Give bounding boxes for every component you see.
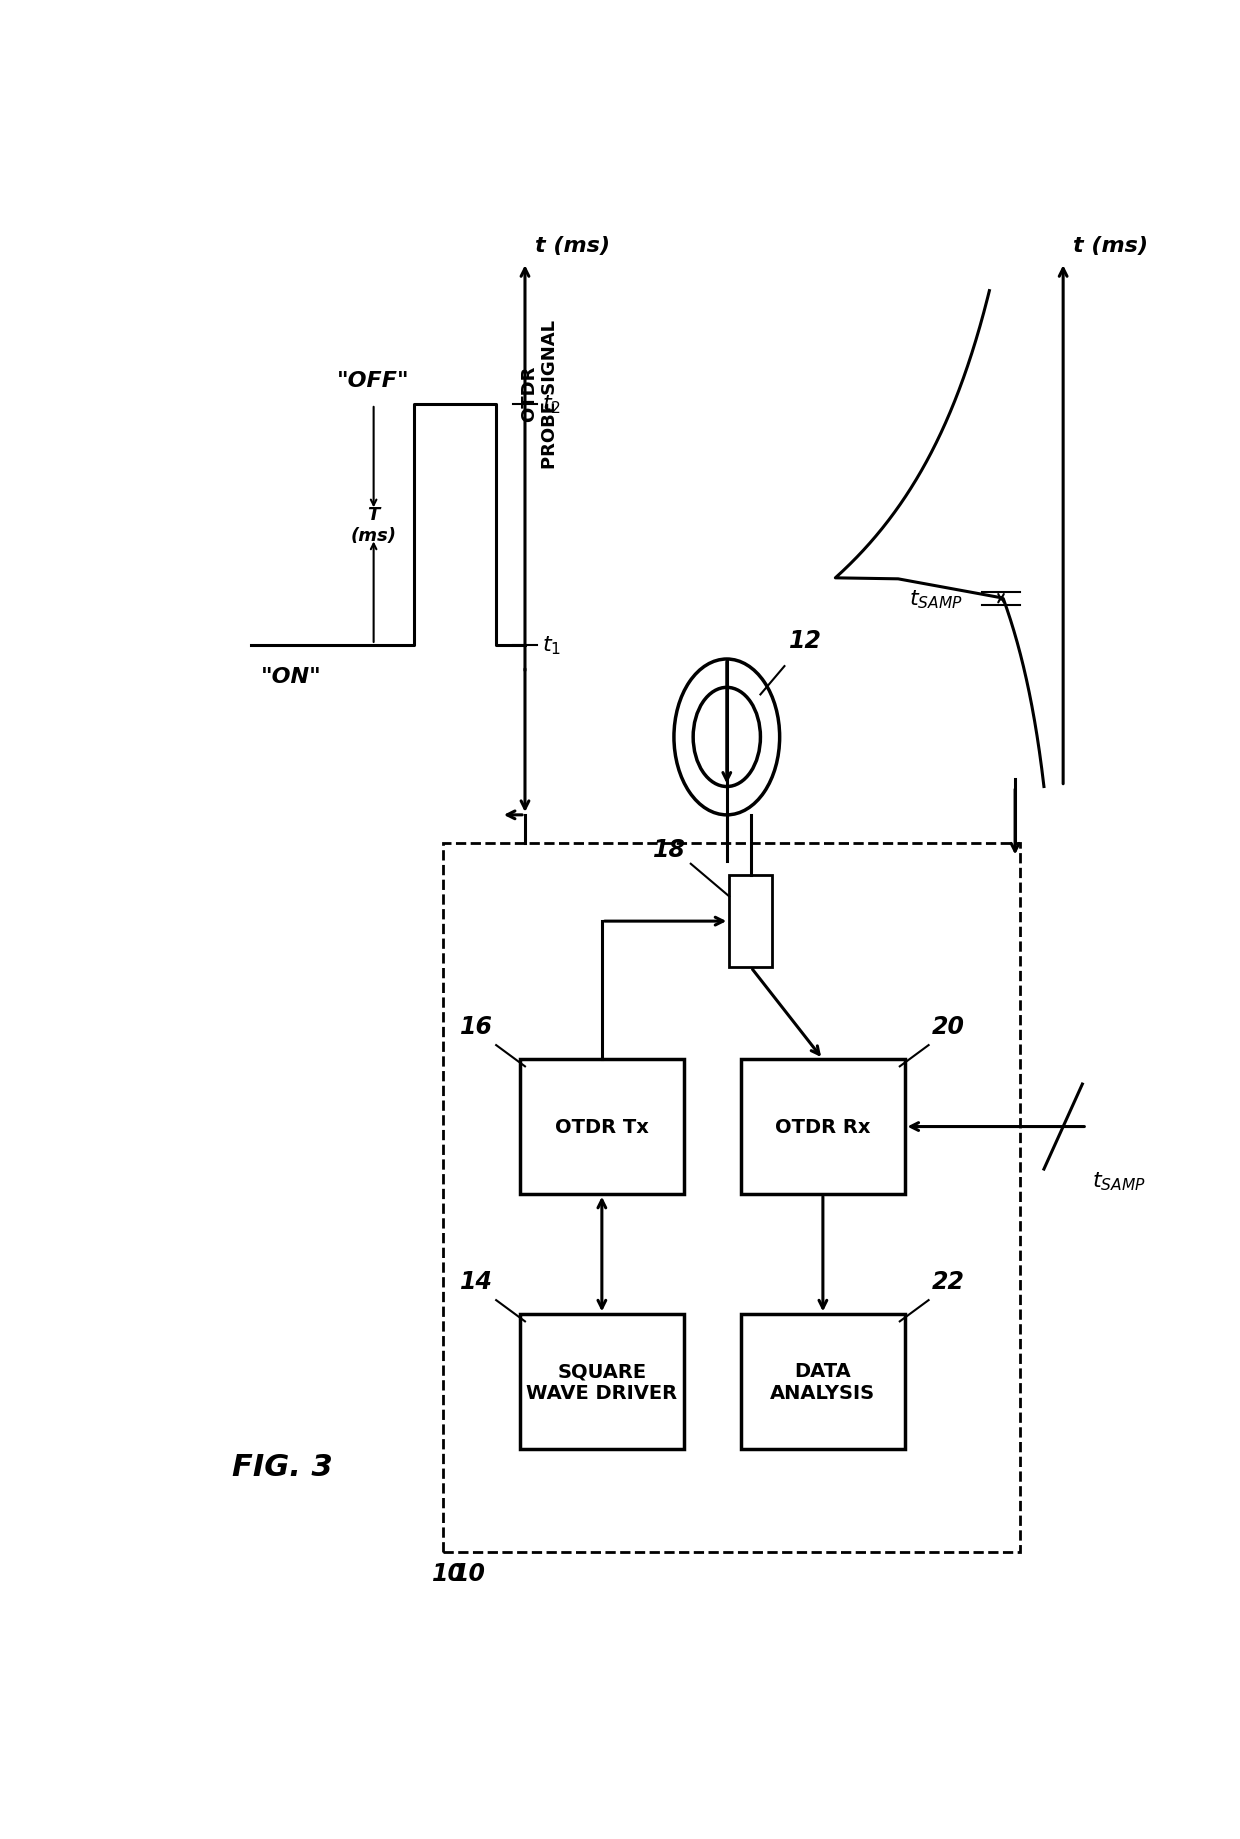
Text: $t_1$: $t_1$ [542,634,562,657]
Text: 22: 22 [931,1269,965,1293]
Text: 14: 14 [460,1269,494,1293]
Text: 18: 18 [653,837,686,861]
Text: OTDR Tx: OTDR Tx [556,1118,649,1137]
Text: 10: 10 [432,1561,465,1585]
FancyBboxPatch shape [521,1315,683,1449]
Text: "ON": "ON" [260,668,321,686]
Text: FIG. 3: FIG. 3 [232,1453,332,1480]
Text: "OFF": "OFF" [337,371,409,390]
FancyBboxPatch shape [729,875,773,967]
Text: 16: 16 [460,1015,494,1039]
Text: $t_{SAMP}$: $t_{SAMP}$ [1092,1170,1146,1192]
FancyBboxPatch shape [742,1059,905,1194]
Text: t (ms): t (ms) [534,235,610,256]
Text: 20: 20 [931,1015,965,1039]
Text: OTDR
PROBE SIGNAL: OTDR PROBE SIGNAL [520,320,559,469]
Text: 10: 10 [453,1554,486,1585]
Text: DATA
ANALYSIS: DATA ANALYSIS [770,1361,875,1403]
Text: $t_{SAMP}$: $t_{SAMP}$ [909,588,962,611]
FancyBboxPatch shape [521,1059,683,1194]
Text: OTDR Rx: OTDR Rx [775,1118,870,1137]
Text: t (ms): t (ms) [1073,235,1148,256]
Text: $t_2$: $t_2$ [542,394,562,416]
Text: SQUARE
WAVE DRIVER: SQUARE WAVE DRIVER [526,1361,677,1403]
FancyBboxPatch shape [742,1315,905,1449]
Text: 12: 12 [789,629,822,653]
Text: T
(ms): T (ms) [351,506,397,544]
